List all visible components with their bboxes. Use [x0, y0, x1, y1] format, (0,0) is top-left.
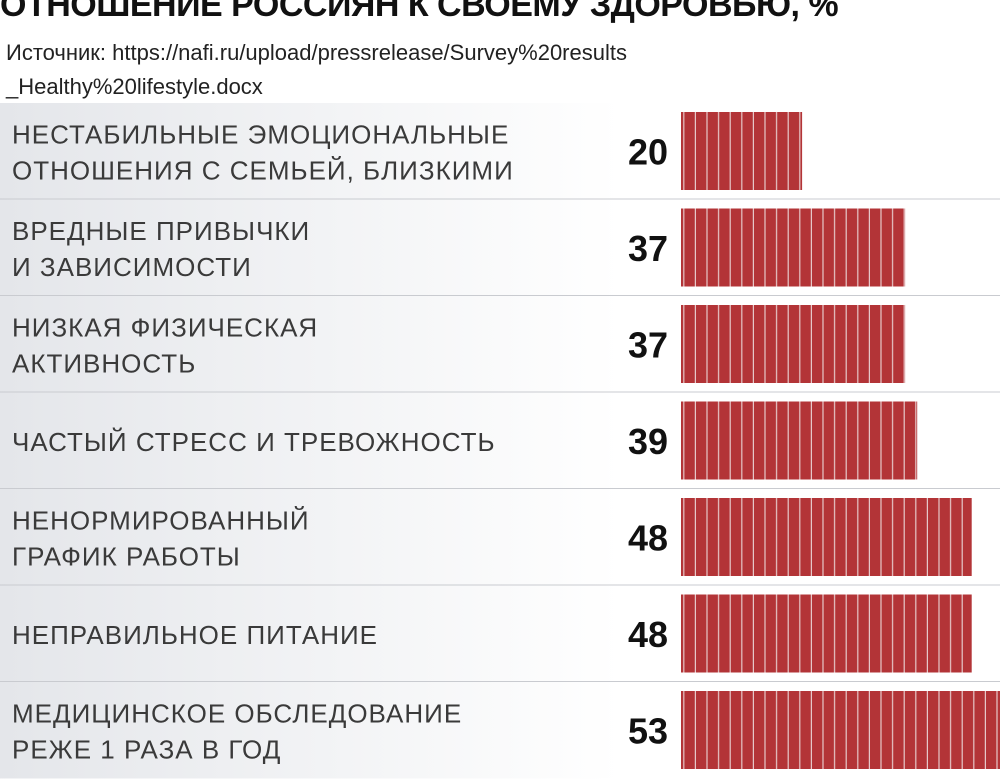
category-label: РЕЖЕ 1 РАЗА В ГОД — [12, 734, 281, 764]
bar — [681, 498, 972, 576]
category-label: НЕСТАБИЛЬНЫЕ ЭМОЦИОНАЛЬНЫЕ — [12, 119, 509, 149]
value-label: 20 — [628, 131, 668, 172]
chart-row: НИЗКАЯ ФИЗИЧЕСКАЯ АКТИВНОСТЬ 37 — [0, 296, 1000, 394]
chart-row: МЕДИЦИНСКОЕ ОБСЛЕДОВАНИЕ РЕЖЕ 1 РАЗА В ГО… — [0, 682, 1000, 779]
category-label: НИЗКАЯ ФИЗИЧЕСКАЯ — [12, 312, 318, 342]
bar — [681, 305, 906, 383]
bar — [681, 208, 906, 287]
category-label: И ЗАВИСИМОСТИ — [12, 252, 252, 282]
value-label: 37 — [628, 228, 668, 269]
bar — [681, 112, 803, 190]
category-label: ВРЕДНЫЕ ПРИВЫЧКИ — [12, 216, 310, 246]
value-label: 48 — [628, 614, 668, 655]
bar-chart: НЕСТАБИЛЬНЫЕ ЭМОЦИОНАЛЬНЫЕ ОТНОШЕНИЯ С СЕ… — [0, 103, 1000, 779]
value-label: 39 — [628, 421, 668, 462]
bar — [681, 594, 972, 673]
chart-title: ОТНОШЕНИЕ РОССИЯН К СВОЕМУ ЗДОРОВЬЮ, % — [0, 0, 839, 24]
chart-rows: НЕСТАБИЛЬНЫЕ ЭМОЦИОНАЛЬНЫЕ ОТНОШЕНИЯ С СЕ… — [0, 103, 1000, 779]
category-label: НЕПРАВИЛЬНОЕ ПИТАНИЕ — [12, 620, 378, 650]
chart-row: НЕПРАВИЛЬНОЕ ПИТАНИЕ 48 — [0, 585, 1000, 683]
category-label: АКТИВНОСТЬ — [12, 348, 196, 378]
value-label: 48 — [628, 517, 668, 558]
bar — [681, 401, 918, 480]
row-background — [0, 103, 1000, 200]
category-label: ГРАФИК РАБОТЫ — [12, 541, 241, 571]
category-label: НЕНОРМИРОВАННЫЙ — [12, 505, 310, 535]
chart-row: ВРЕДНЫЕ ПРИВЫЧКИ И ЗАВИСИМОСТИ 37 — [0, 199, 1000, 297]
source-note: Источник: https://nafi.ru/upload/pressre… — [6, 40, 627, 99]
chart-row: ЧАСТЫЙ СТРЕСС И ТРЕВОЖНОСТЬ 39 — [0, 392, 1000, 490]
category-label: ОТНОШЕНИЯ С СЕМЬЕЙ, БЛИЗКИМИ — [12, 155, 514, 185]
category-label: ЧАСТЫЙ СТРЕСС И ТРЕВОЖНОСТЬ — [12, 427, 496, 457]
chart-row: НЕНОРМИРОВАННЫЙ ГРАФИК РАБОТЫ 48 — [0, 489, 1000, 587]
chart-row: НЕСТАБИЛЬНЫЕ ЭМОЦИОНАЛЬНЫЕ ОТНОШЕНИЯ С СЕ… — [0, 103, 1000, 201]
value-label: 37 — [628, 324, 668, 365]
category-label: МЕДИЦИНСКОЕ ОБСЛЕДОВАНИЕ — [12, 698, 462, 728]
value-label: 53 — [628, 710, 668, 751]
bar — [681, 691, 1000, 769]
